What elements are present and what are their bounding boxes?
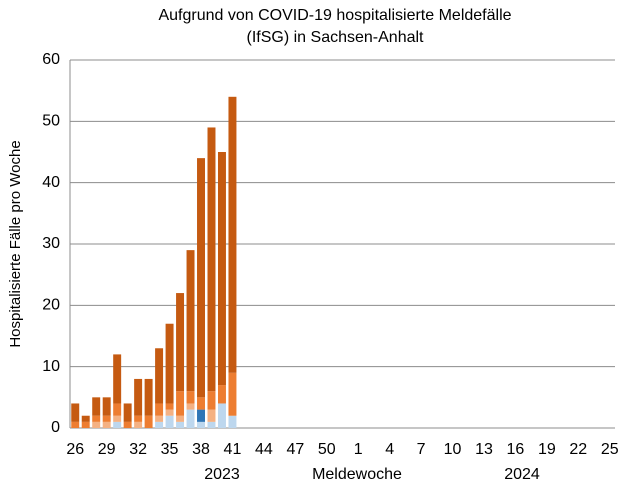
y-tick-label: 40 xyxy=(42,174,60,191)
x-tick-label: 7 xyxy=(417,441,426,458)
bar-segment xyxy=(123,421,132,428)
bar-segment xyxy=(176,415,185,422)
bar-segment xyxy=(186,409,195,428)
bar-segment xyxy=(186,250,195,392)
bar-segment xyxy=(228,415,237,428)
bar-segment xyxy=(102,421,111,428)
y-axis-label: Hospitalisierte Fälle pro Woche xyxy=(7,140,24,347)
x-tick-label: 13 xyxy=(475,441,493,458)
bar-segment xyxy=(186,403,195,410)
bar-segment xyxy=(123,403,132,422)
bar-segment xyxy=(197,409,205,422)
bar-segment xyxy=(228,372,237,416)
bar-segment xyxy=(228,96,237,373)
bar-segment xyxy=(155,348,164,404)
chart-title: (IfSG) in Sachsen-Anhalt xyxy=(247,29,425,46)
bar-segment xyxy=(176,421,185,428)
x-tick-label: 1 xyxy=(354,441,363,458)
bar-segment xyxy=(217,152,226,386)
x-tick-label: 50 xyxy=(318,441,336,458)
bar-segment xyxy=(207,409,216,422)
bar-segment xyxy=(144,415,153,428)
chart-title: Aufgrund von COVID-19 hospitalisierte Me… xyxy=(158,7,511,24)
bar-segment xyxy=(165,323,174,404)
bar-segment xyxy=(113,354,122,404)
bar-segment xyxy=(81,415,90,422)
x-tick-label: 32 xyxy=(129,441,147,458)
bar-segment xyxy=(197,421,205,428)
y-tick-label: 0 xyxy=(51,419,60,436)
y-tick-label: 10 xyxy=(42,358,60,375)
x-tick-label: 10 xyxy=(444,441,462,458)
bar-segment xyxy=(207,421,216,428)
bar-segment xyxy=(165,409,174,416)
y-tick-label: 20 xyxy=(42,297,60,314)
x-tick-label: 44 xyxy=(255,441,273,458)
bar-segment xyxy=(155,403,164,416)
bar-segment xyxy=(186,391,195,404)
y-tick-label: 60 xyxy=(42,51,60,68)
y-tick-label: 50 xyxy=(42,113,60,130)
year-label: 2023 xyxy=(204,466,240,483)
bar-segment xyxy=(207,127,216,392)
bar-segment xyxy=(207,391,216,410)
bar-segment xyxy=(92,415,101,422)
year-label: 2024 xyxy=(504,466,540,483)
x-tick-label: 4 xyxy=(385,441,394,458)
bar-segment xyxy=(155,415,164,422)
bar-segment xyxy=(197,158,205,398)
x-axis-label: Meldewoche xyxy=(312,466,402,483)
x-tick-label: 47 xyxy=(286,441,304,458)
bar-segment xyxy=(165,415,174,428)
bar-segment xyxy=(144,378,153,416)
bar-segment xyxy=(134,415,143,422)
bar-segment xyxy=(134,421,143,428)
x-tick-label: 41 xyxy=(224,441,242,458)
bar-segment xyxy=(71,421,80,428)
x-tick-label: 26 xyxy=(66,441,84,458)
bar-segment xyxy=(217,385,226,404)
x-tick-label: 22 xyxy=(569,441,587,458)
bar-segment xyxy=(102,415,111,422)
x-tick-label: 29 xyxy=(98,441,116,458)
bar-segment xyxy=(113,415,122,422)
bar-segment xyxy=(81,421,90,428)
bar-segment xyxy=(155,421,164,428)
x-tick-label: 38 xyxy=(192,441,210,458)
bar-segment xyxy=(197,397,205,410)
bar-segment xyxy=(92,397,101,416)
bar-segment xyxy=(113,403,122,416)
x-tick-label: 25 xyxy=(601,441,619,458)
y-tick-label: 30 xyxy=(42,235,60,252)
bar-segment xyxy=(113,421,122,428)
bar-segment xyxy=(165,403,174,410)
bar-segment xyxy=(134,378,143,416)
bar-segment xyxy=(71,403,80,422)
x-tick-label: 16 xyxy=(507,441,525,458)
x-tick-label: 35 xyxy=(161,441,179,458)
bar-segment xyxy=(176,391,185,416)
bar-segment xyxy=(217,403,226,428)
bar-segment xyxy=(176,293,185,392)
x-tick-label: 19 xyxy=(538,441,556,458)
bar-segment xyxy=(102,397,111,416)
bar-segment xyxy=(92,421,101,428)
